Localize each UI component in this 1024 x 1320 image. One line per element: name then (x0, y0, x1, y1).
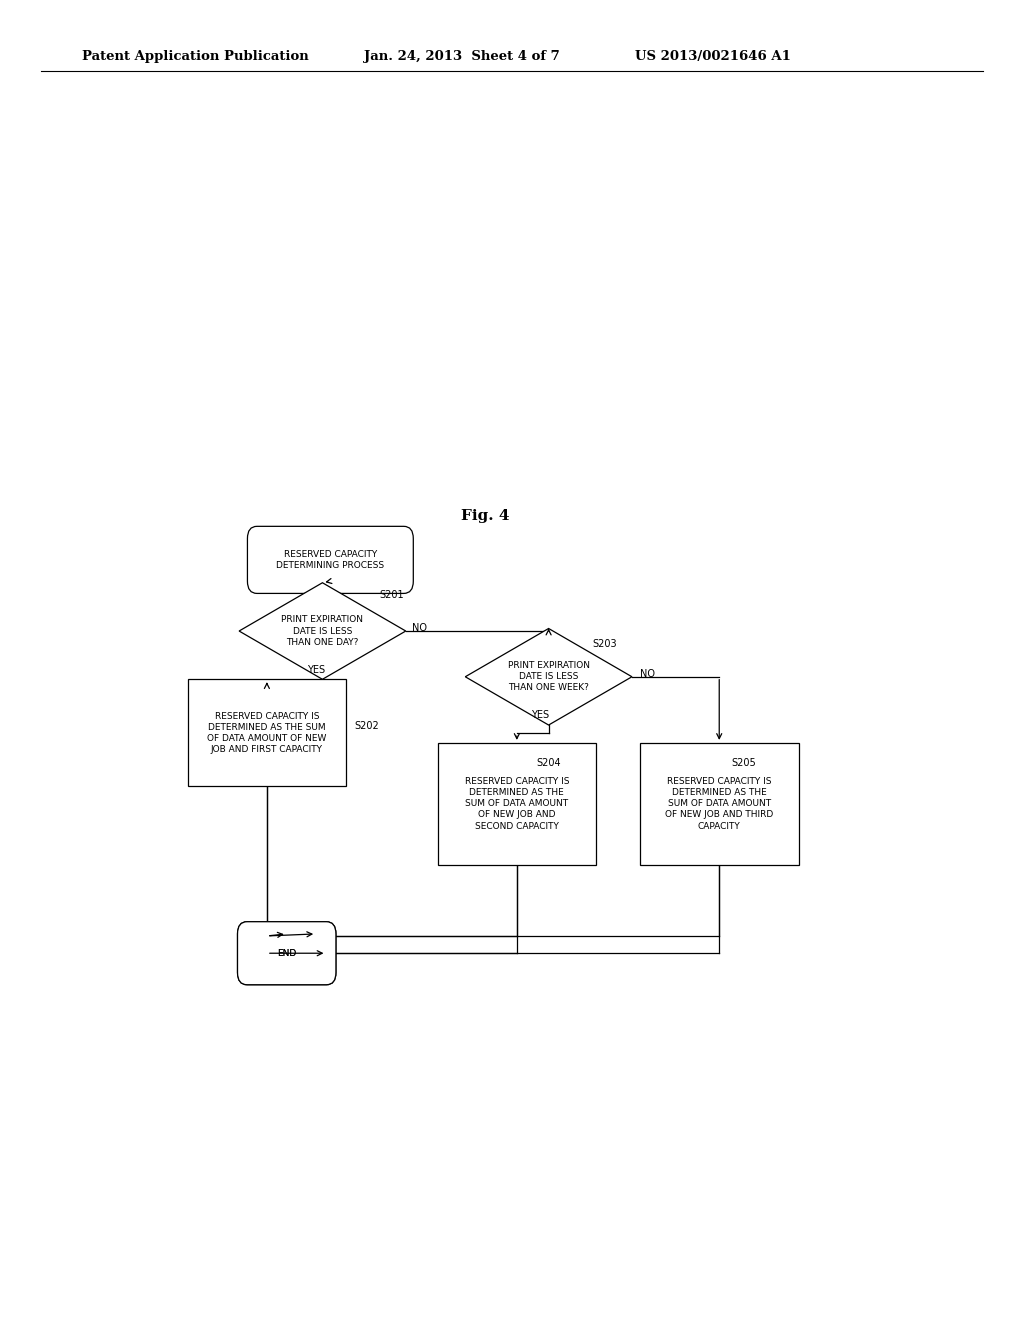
Text: PRINT EXPIRATION
DATE IS LESS
THAN ONE DAY?: PRINT EXPIRATION DATE IS LESS THAN ONE D… (282, 615, 364, 647)
Polygon shape (465, 628, 632, 725)
Bar (187, 680, 346, 785)
Text: S203: S203 (592, 639, 616, 649)
Text: Fig. 4: Fig. 4 (461, 510, 509, 523)
FancyBboxPatch shape (238, 921, 336, 985)
Bar (437, 743, 596, 865)
Text: RESERVED CAPACITY IS
DETERMINED AS THE
SUM OF DATA AMOUNT
OF NEW JOB AND
SECOND : RESERVED CAPACITY IS DETERMINED AS THE S… (465, 777, 569, 830)
Polygon shape (240, 582, 406, 680)
Text: S204: S204 (537, 758, 561, 768)
Text: S205: S205 (731, 758, 756, 768)
Text: RESERVED CAPACITY IS
DETERMINED AS THE
SUM OF DATA AMOUNT
OF NEW JOB AND THIRD
C: RESERVED CAPACITY IS DETERMINED AS THE S… (666, 777, 773, 830)
Text: YES: YES (531, 710, 549, 721)
Text: RESERVED CAPACITY
DETERMINING PROCESS: RESERVED CAPACITY DETERMINING PROCESS (276, 550, 384, 570)
Text: PRINT EXPIRATION
DATE IS LESS
THAN ONE WEEK?: PRINT EXPIRATION DATE IS LESS THAN ONE W… (508, 661, 590, 693)
FancyBboxPatch shape (248, 527, 414, 594)
Text: S201: S201 (380, 590, 404, 601)
Text: YES: YES (306, 665, 325, 675)
Text: END: END (278, 949, 296, 958)
FancyBboxPatch shape (238, 921, 336, 985)
Text: NO: NO (412, 623, 427, 634)
Text: Jan. 24, 2013  Sheet 4 of 7: Jan. 24, 2013 Sheet 4 of 7 (364, 50, 559, 63)
Text: S202: S202 (354, 721, 379, 730)
Text: Patent Application Publication: Patent Application Publication (82, 50, 308, 63)
Text: US 2013/0021646 A1: US 2013/0021646 A1 (635, 50, 791, 63)
Bar (640, 743, 799, 865)
Text: END: END (278, 949, 296, 958)
Text: RESERVED CAPACITY IS
DETERMINED AS THE SUM
OF DATA AMOUNT OF NEW
JOB AND FIRST C: RESERVED CAPACITY IS DETERMINED AS THE S… (207, 711, 327, 754)
Text: NO: NO (640, 669, 655, 678)
Bar (168, 748, 803, 972)
